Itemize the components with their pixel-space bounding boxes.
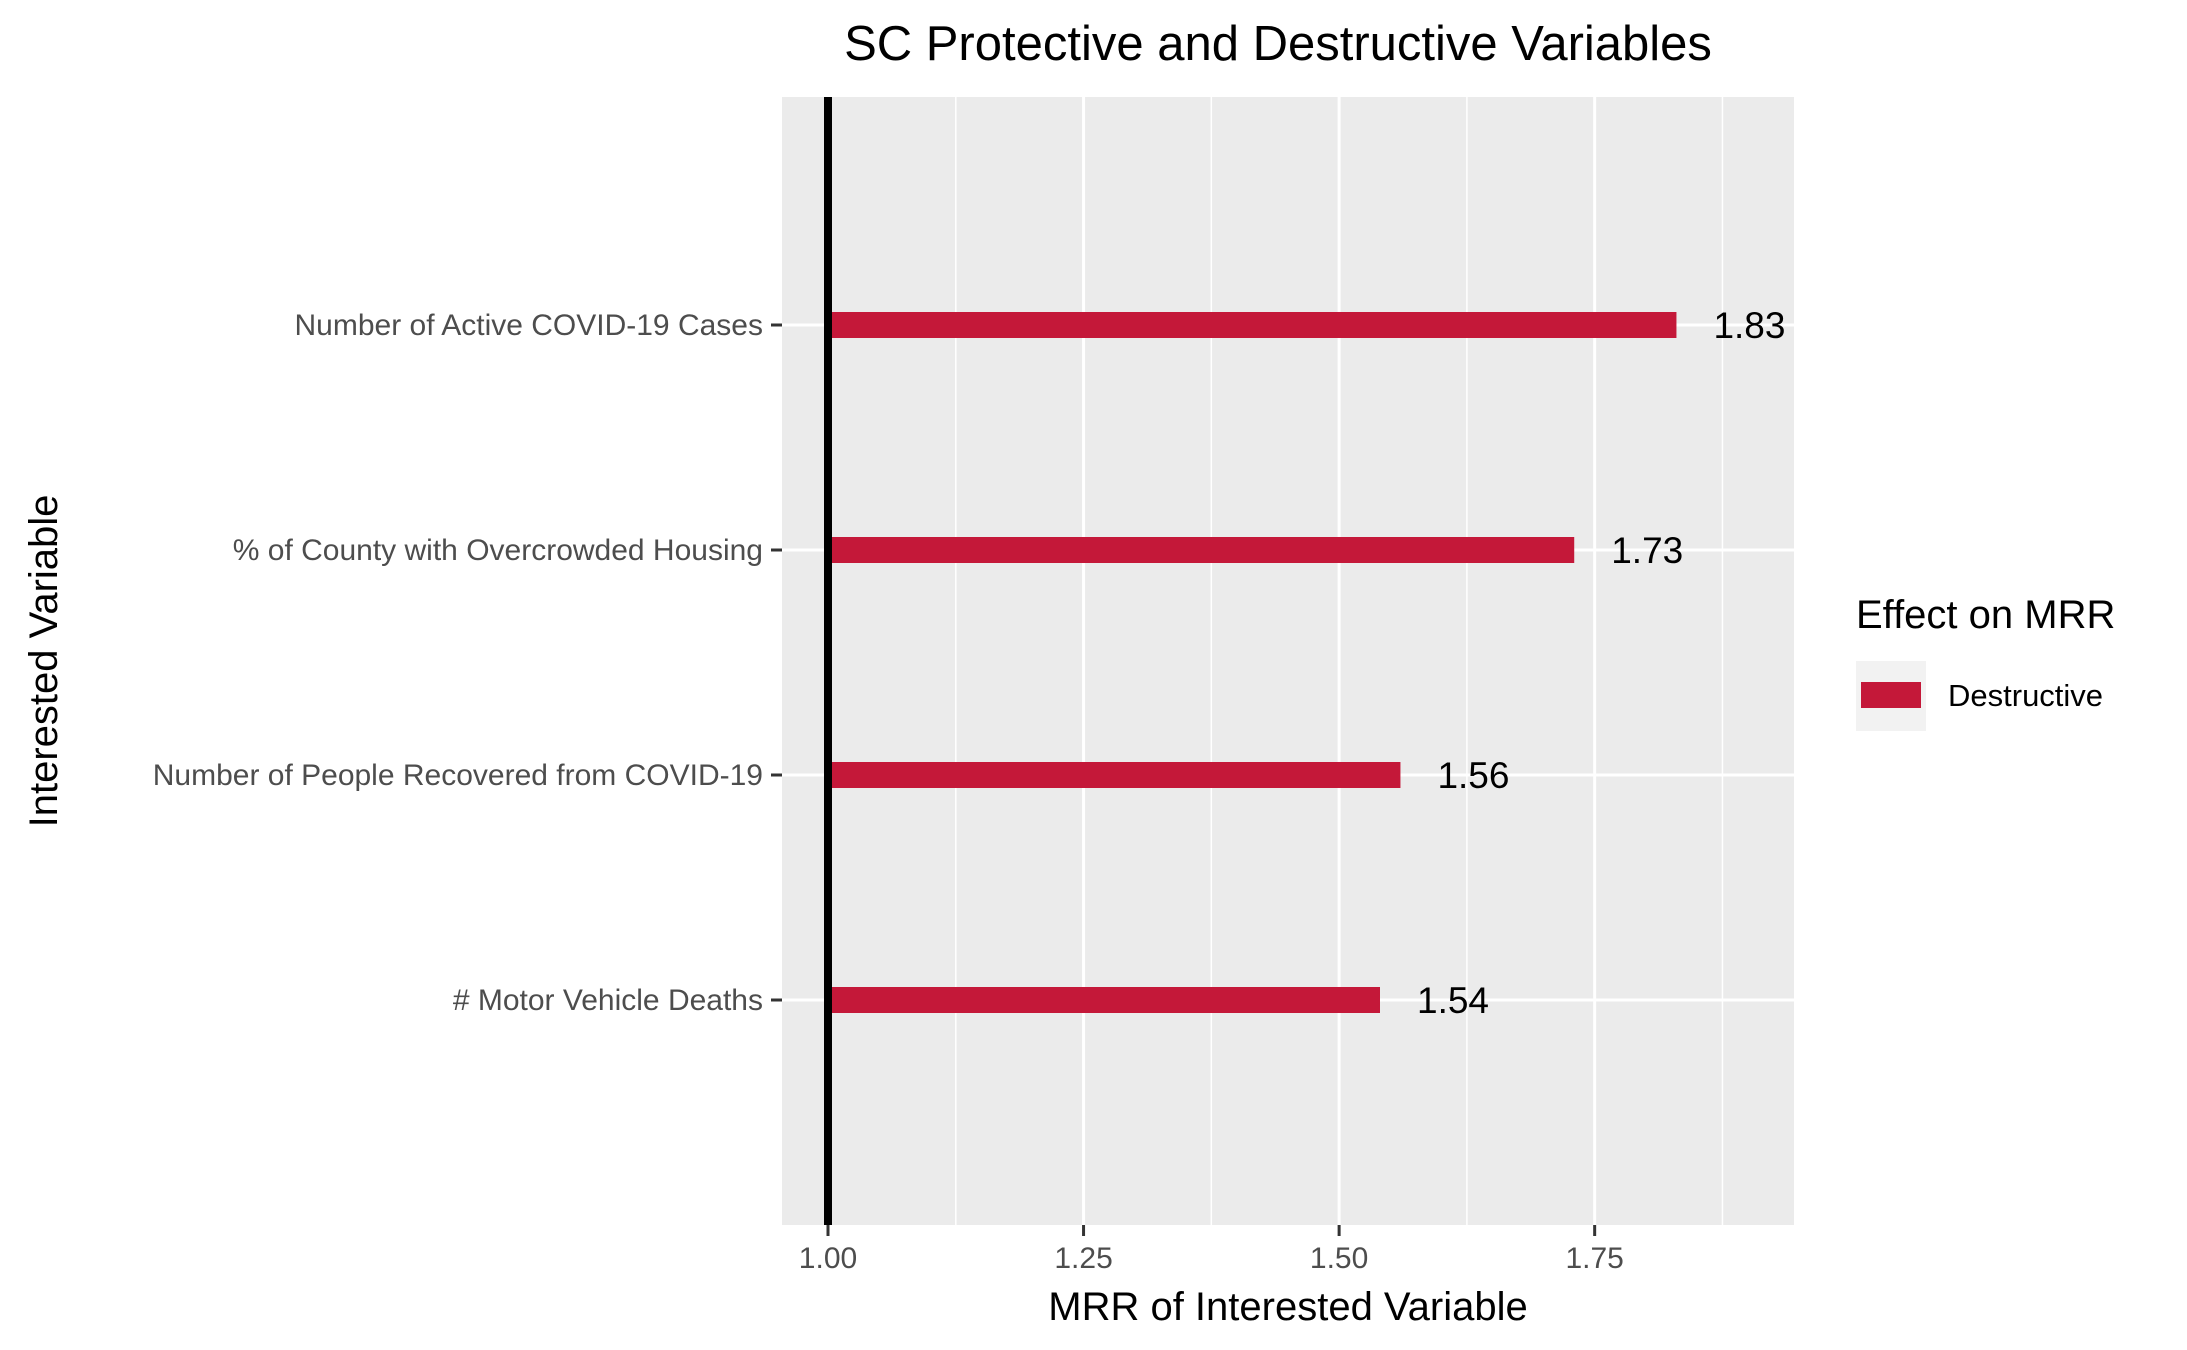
legend-key-destructive bbox=[1861, 682, 1921, 708]
data-label-3: 1.54 bbox=[1417, 980, 1489, 1021]
bar-1 bbox=[828, 537, 1575, 563]
bar-2 bbox=[828, 762, 1401, 788]
bars bbox=[828, 312, 1677, 1013]
chart-title: SC Protective and Destructive Variables bbox=[844, 17, 1712, 71]
data-label-2: 1.56 bbox=[1437, 755, 1509, 796]
x-tick-label-1: 1.25 bbox=[1054, 1242, 1112, 1275]
x-axis-title: MRR of Interested Variable bbox=[1048, 1285, 1527, 1329]
x-axis: 1.00 1.25 1.50 1.75 bbox=[799, 1225, 1624, 1275]
y-tick-label-0: Number of Active COVID-19 Cases bbox=[294, 309, 763, 342]
legend: Effect on MRR Destructive bbox=[1856, 593, 2115, 731]
data-label-1: 1.73 bbox=[1611, 530, 1683, 571]
x-tick-label-2: 1.50 bbox=[1310, 1242, 1368, 1275]
plot-panel bbox=[782, 97, 1794, 1225]
data-label-0: 1.83 bbox=[1713, 305, 1785, 346]
legend-title: Effect on MRR bbox=[1856, 593, 2115, 637]
y-tick-label-2: Number of People Recovered from COVID-19 bbox=[153, 759, 763, 792]
y-axis-title: Interested Variable bbox=[22, 495, 66, 828]
y-axis: Number of Active COVID-19 Cases % of Coun… bbox=[153, 309, 782, 1017]
y-tick-label-1: % of County with Overcrowded Housing bbox=[233, 534, 763, 567]
bar-3 bbox=[828, 987, 1380, 1013]
x-tick-label-0: 1.00 bbox=[799, 1242, 857, 1275]
x-tick-label-3: 1.75 bbox=[1565, 1242, 1623, 1275]
bar-0 bbox=[828, 312, 1677, 338]
y-tick-label-3: # Motor Vehicle Deaths bbox=[453, 984, 763, 1017]
data-labels: 1.83 1.73 1.56 1.54 bbox=[1417, 305, 1785, 1021]
legend-label-destructive: Destructive bbox=[1948, 678, 2103, 713]
